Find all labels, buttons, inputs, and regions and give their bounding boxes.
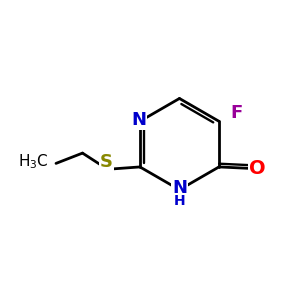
Text: H: H <box>174 194 185 208</box>
Text: N: N <box>172 179 187 197</box>
Text: N: N <box>131 111 146 129</box>
Text: H$_3$C: H$_3$C <box>18 153 49 171</box>
Text: S: S <box>100 153 113 171</box>
Text: F: F <box>230 104 243 122</box>
Text: O: O <box>249 159 266 178</box>
